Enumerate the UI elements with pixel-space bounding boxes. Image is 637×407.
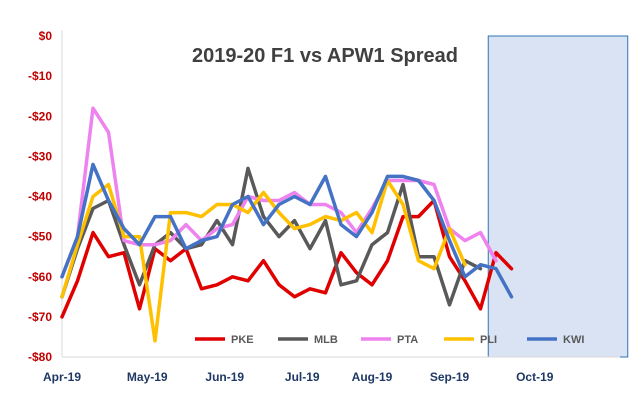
y-tick-label: -$50: [28, 230, 52, 244]
legend-label-pli: PLI: [480, 334, 497, 346]
legend-label-pta: PTA: [397, 334, 418, 346]
series-line-pta: [60, 106, 498, 279]
x-tick-label: Jul-19: [285, 370, 320, 384]
x-tick-label: Aug-19: [352, 370, 393, 384]
x-tick-label: Apr-19: [43, 370, 81, 384]
series-line-mlb: [60, 166, 483, 307]
legend-label-mlb: MLB: [314, 334, 338, 346]
y-tick-label: -$80: [28, 350, 52, 364]
x-tick-label: May-19: [127, 370, 168, 384]
legend-label-kwi: KWI: [563, 334, 584, 346]
y-tick-label: -$30: [28, 149, 52, 163]
y-tick-label: -$70: [28, 310, 52, 324]
series-line-pli: [60, 178, 467, 343]
x-tick-label: Oct-19: [516, 370, 554, 384]
forecast-highlight-box: [487, 35, 629, 358]
series-line-kwi: [60, 162, 514, 299]
y-tick-label: -$60: [28, 270, 52, 284]
legend-label-pke: PKE: [231, 334, 254, 346]
y-tick-label: -$40: [28, 190, 52, 204]
x-tick-label: Jun-19: [205, 370, 244, 384]
y-tick-label: $0: [39, 29, 53, 43]
y-tick-label: -$20: [28, 109, 52, 123]
y-tick-label: -$10: [28, 69, 52, 83]
chart-title: 2019-20 F1 vs APW1 Spread: [192, 45, 458, 67]
x-tick-label: Sep-19: [430, 370, 470, 384]
